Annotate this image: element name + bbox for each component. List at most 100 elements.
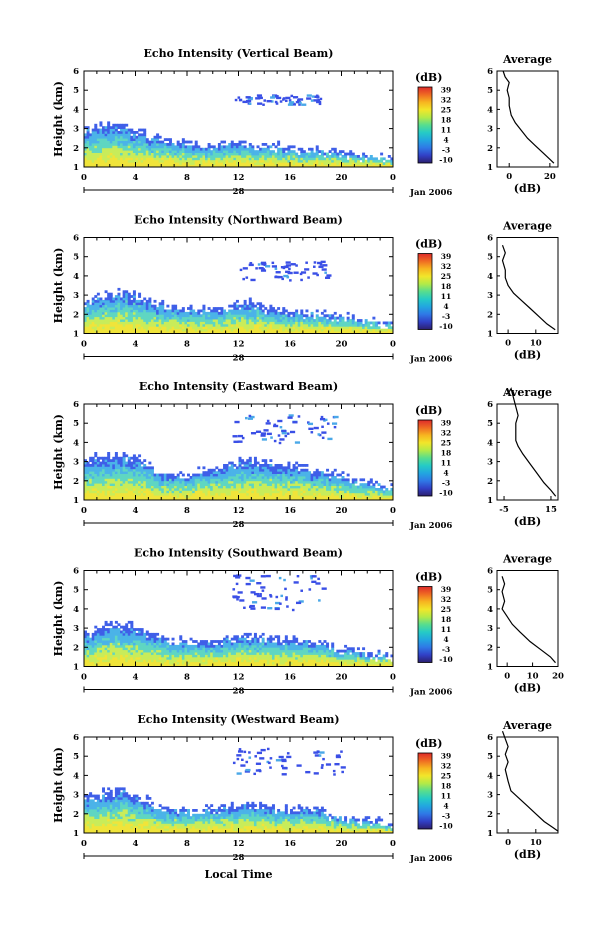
echo-cell [197,478,201,482]
echo-cell [264,143,268,146]
echo-cell [91,159,95,163]
echo-cell [84,133,87,137]
echo-cell [187,488,190,491]
echo-cell [184,485,188,489]
echo-cell [96,314,100,318]
echo-cell [109,314,113,318]
echo-cell [104,133,108,137]
echo-cell [166,490,170,494]
echo-cell [223,488,227,491]
echo-cell [194,326,198,330]
echo-cell [217,326,221,330]
echo-cell [251,316,255,320]
echo-cell [333,488,337,491]
echo-cell [215,480,219,484]
echo-cell [120,654,124,658]
echo-cell [112,128,116,132]
echo-cell [238,490,242,494]
echo-cell [122,152,126,156]
echo-cell [230,476,234,479]
echo-cell [107,316,111,320]
echo-cell [138,331,142,334]
echo-cell [187,485,190,489]
echo-cell [290,145,293,149]
echo-cell [94,316,98,320]
echo-cell [86,664,90,667]
panel-title: Echo Intensity (Southward Beam) [134,547,343,560]
echo-cell [91,461,95,465]
echo-cell [295,478,299,482]
echo-cell [127,464,131,467]
echo-cell [310,155,314,158]
echo-cell [359,485,363,489]
echo-cell [354,159,358,163]
echo-cell [346,495,350,498]
echo-cell [158,307,162,310]
echo-cell [274,267,278,270]
echo-cell [284,495,288,498]
echo-cell [351,164,355,168]
echo-cell [153,140,157,144]
echo-cell [96,647,100,651]
echo-cell [109,659,113,663]
echo-cell [344,478,348,482]
echo-cell [202,328,206,332]
echo-cell [122,128,126,132]
echo-cell [112,135,116,139]
echo-cell [316,273,319,277]
echo-cell [207,164,211,168]
echo-cell [259,319,263,322]
echo-cell [140,323,144,327]
echo-cell [336,497,340,501]
echo-cell [300,464,304,467]
echo-cell [243,319,247,322]
echo-cell [163,480,167,484]
echo-cell [251,471,255,474]
echo-cell [132,326,136,330]
echo-cell [168,147,172,151]
echo-cell [279,466,283,470]
echo-cell [212,150,216,153]
echo-cell [143,661,147,665]
echo-cell [207,152,211,156]
colorbar-tick-label: 11 [441,126,451,135]
echo-cell [264,468,268,472]
echo-cell [102,309,106,313]
echo-cell [264,459,268,462]
echo-cell [369,321,373,325]
echo-cell [199,476,203,479]
echo-cell [94,466,98,470]
echo-cell [243,311,247,315]
echo-cell [104,155,108,158]
echo-cell [168,480,172,484]
echo-cell [212,328,216,332]
echo-cell [135,162,139,165]
echo-cell [372,331,376,334]
echo-cell [292,155,296,158]
echo-cell [96,138,100,141]
echo-cell [292,464,296,467]
echo-cell [192,323,196,327]
echo-cell [181,314,185,318]
echo-cell [140,661,144,665]
echo-cell [192,159,196,163]
echo-cell [122,138,126,141]
echo-cell [91,326,95,330]
echo-cell [228,150,232,153]
echo-cell [202,147,206,151]
echo-cell [89,661,93,665]
echo-cell [145,159,149,163]
echo-cell [287,461,291,465]
echo-cell [207,485,211,489]
echo-cell [89,133,93,137]
echo-cell [325,276,331,279]
echo-cell [197,473,201,477]
echo-cell [238,466,242,470]
echo-cell [150,159,154,163]
echo-cell [374,157,378,161]
echo-cell [243,331,247,334]
echo-cell [257,96,263,100]
echo-cell [166,309,170,313]
echo-cell [351,152,355,156]
echo-cell [153,319,157,322]
